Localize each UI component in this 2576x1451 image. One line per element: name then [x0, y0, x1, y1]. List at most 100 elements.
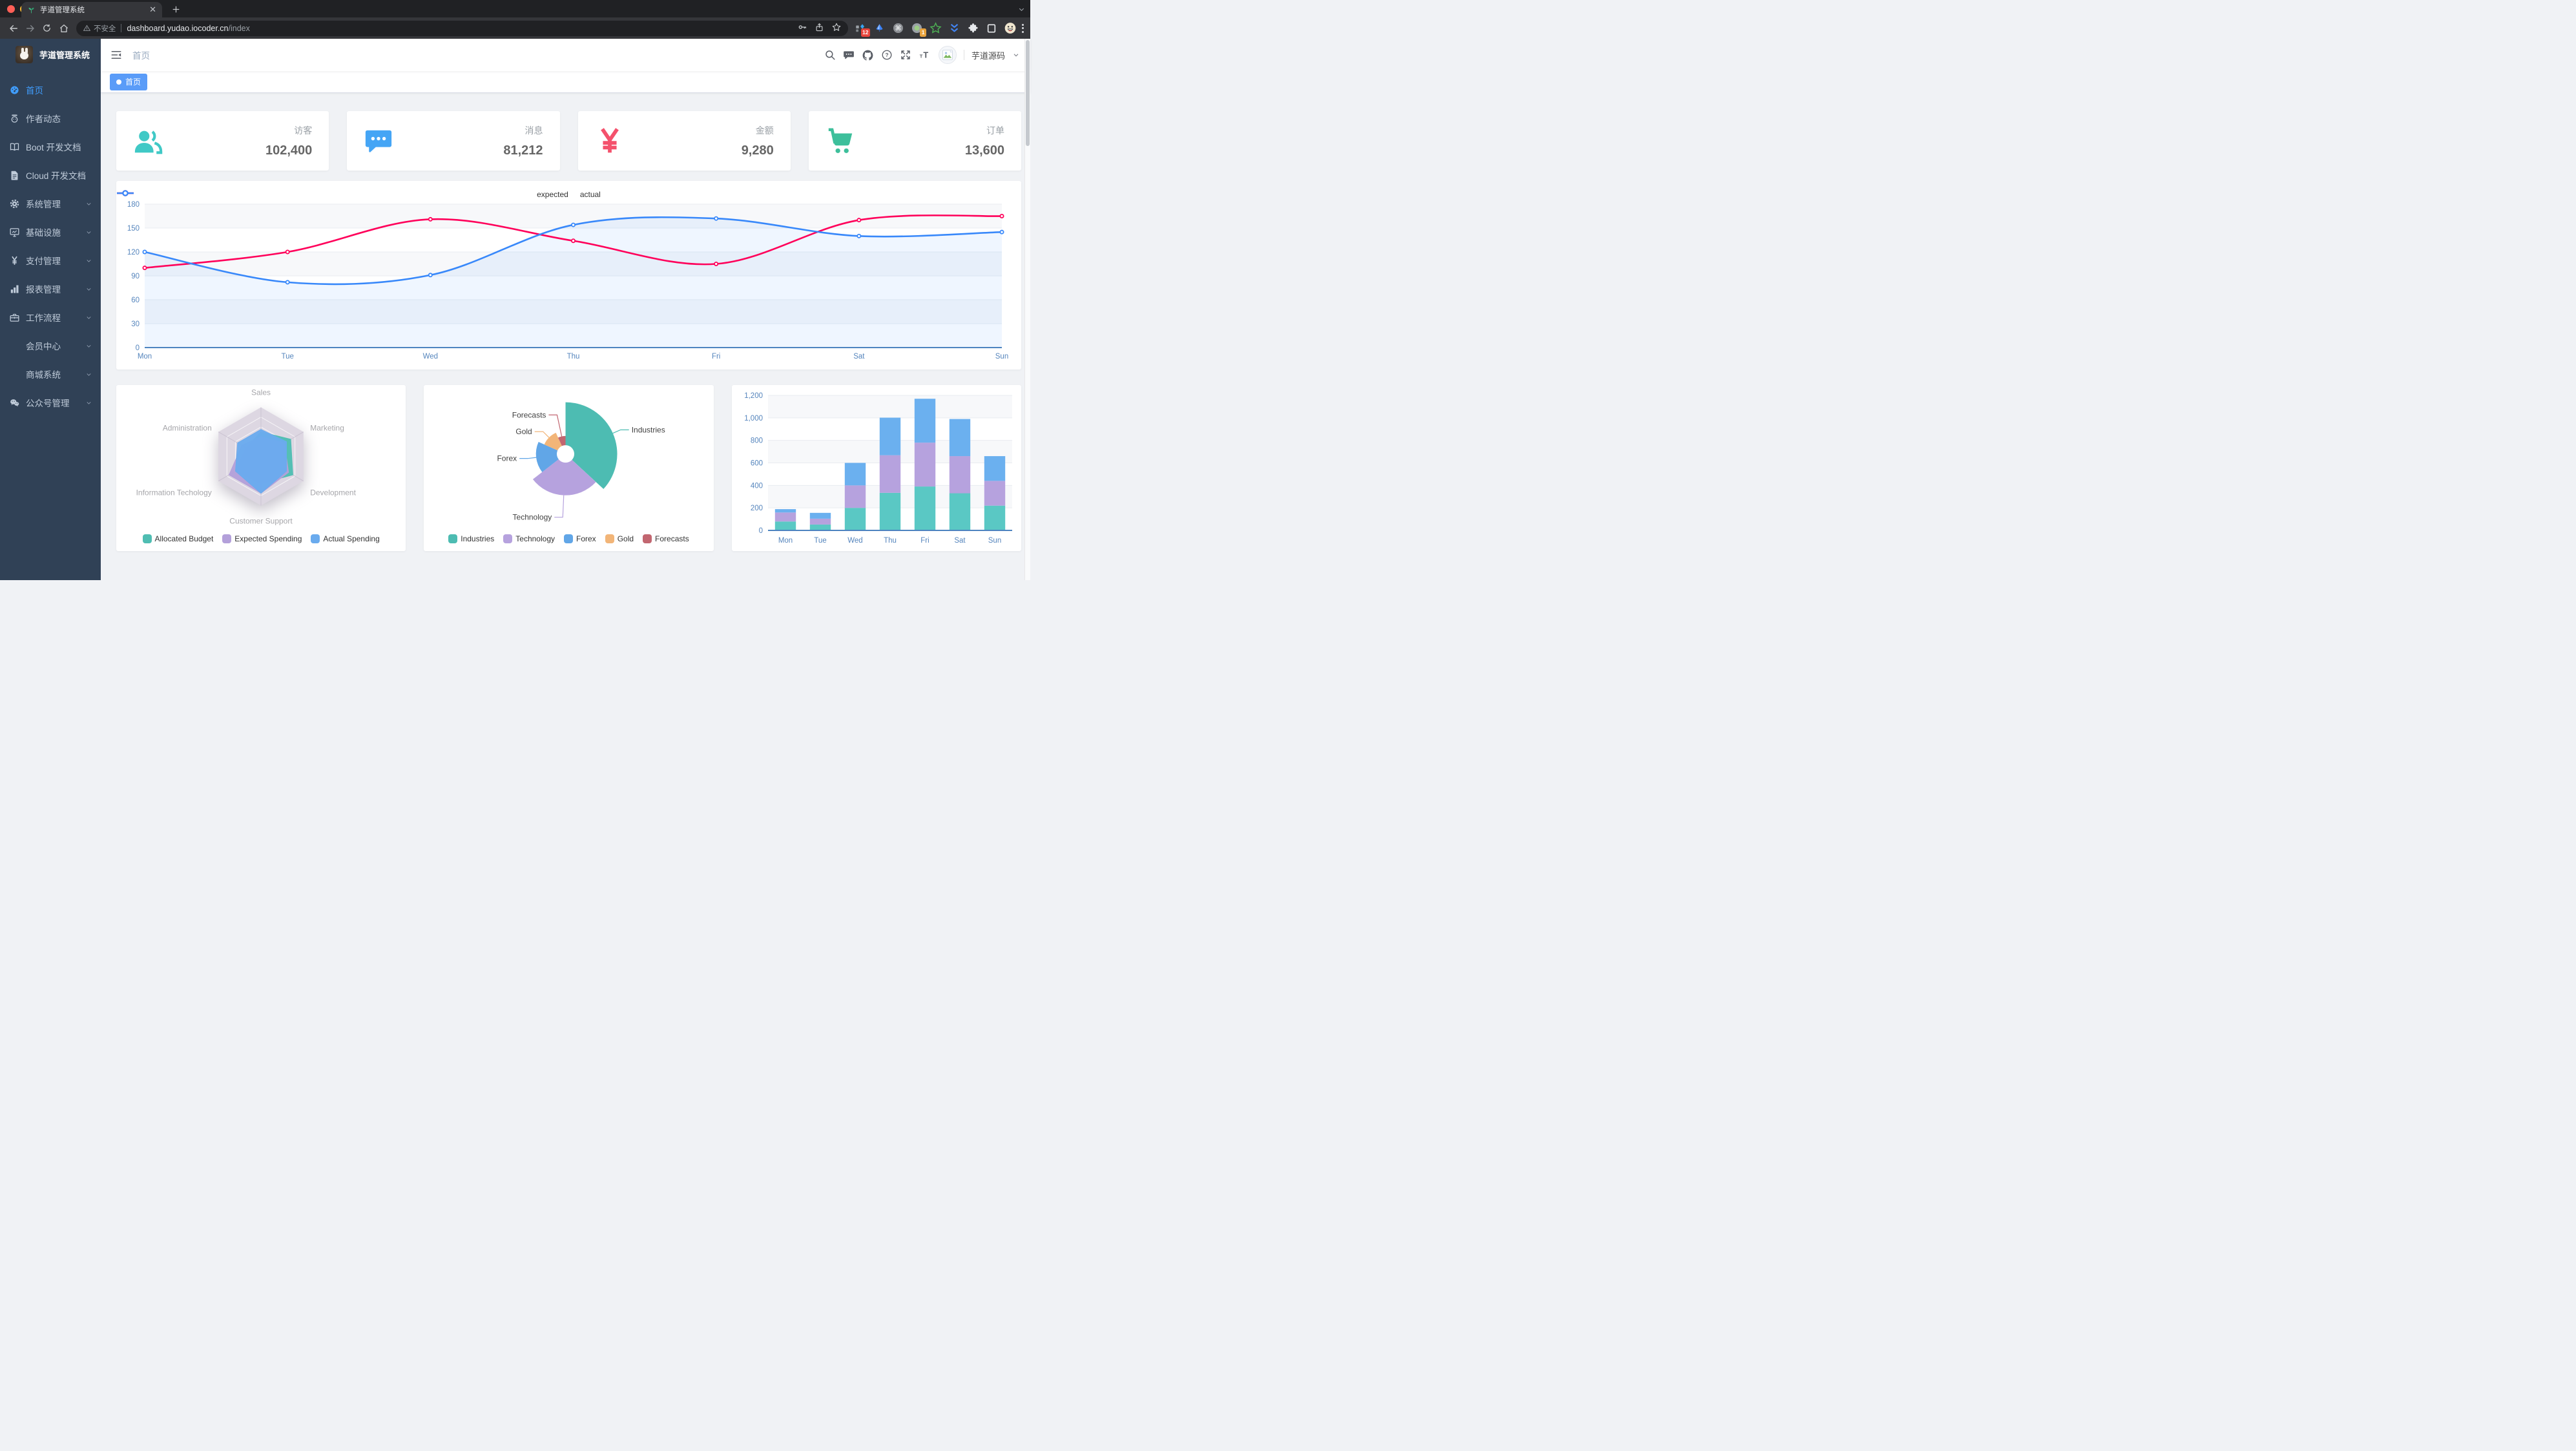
sidebar-item--[interactable]: 公众号管理	[0, 388, 101, 417]
browser-tab[interactable]: 芋道管理系统 ✕	[21, 2, 162, 17]
monitor-icon	[9, 227, 20, 238]
profile-avatar[interactable]	[1004, 22, 1017, 35]
browser-menu-icon[interactable]	[1022, 23, 1024, 33]
bottom-charts-row: Sales Administration Information Techology…	[116, 385, 1021, 551]
fullscreen-icon[interactable]	[900, 49, 911, 61]
bookmark-star-icon[interactable]	[831, 22, 842, 34]
svg-text:800: 800	[750, 437, 762, 445]
chevron-down-icon	[85, 342, 93, 350]
sidebar-item--[interactable]: 首页	[0, 76, 101, 104]
side-panel-icon[interactable]	[985, 22, 998, 35]
page-scrollbar[interactable]	[1024, 39, 1030, 580]
legend-forex[interactable]: Forex	[564, 534, 596, 543]
legend-expected[interactable]: expected	[117, 190, 568, 199]
barchart-icon	[9, 284, 20, 295]
sidebar-item-boot-[interactable]: Boot 开发文档	[0, 132, 101, 161]
legend-expected-spending[interactable]: Expected Spending	[222, 534, 302, 543]
sidebar-logo[interactable]: 芋道管理系统	[0, 39, 101, 70]
money-icon	[595, 126, 625, 156]
sidebar-item--[interactable]: 商城系统	[0, 360, 101, 388]
message-icon[interactable]	[843, 49, 855, 61]
svg-text:120: 120	[127, 249, 140, 256]
sidebar-item-label: 支付管理	[26, 256, 61, 266]
forward-icon[interactable]	[22, 20, 39, 37]
svg-text:?: ?	[885, 52, 888, 58]
svg-text:Development: Development	[310, 488, 356, 497]
svg-text:Sun: Sun	[988, 537, 1001, 545]
legend-actual[interactable]: actual	[117, 190, 601, 199]
stat-value: 81,212	[503, 143, 543, 158]
tab-strip: 芋道管理系统 ✕	[0, 0, 1030, 17]
sidebar: 芋道管理系统 首页作者动态 Boot 开发文档 Cloud 开发文档 系统管理 基础设施…	[0, 39, 101, 580]
sidebar-item-label: 首页	[26, 86, 43, 96]
legend-actual-spending[interactable]: Actual Spending	[311, 534, 380, 543]
sidebar-item--[interactable]: 支付管理	[0, 246, 101, 275]
tab-close-icon[interactable]: ✕	[149, 5, 156, 14]
sidebar-item-label: 公众号管理	[26, 399, 70, 408]
username-label[interactable]: 芋道源码	[971, 50, 1005, 61]
book-icon	[9, 141, 20, 152]
stat-text: 访客 102,400	[265, 124, 312, 158]
key-icon[interactable]	[797, 22, 807, 34]
balloon-extension-icon[interactable]	[873, 22, 886, 35]
stat-card--[interactable]: 订单 13,600	[808, 111, 1021, 171]
sidebar-toggle-icon[interactable]	[110, 49, 122, 61]
breadcrumb[interactable]: 首页	[132, 51, 150, 61]
line-chart-svg: 0 30 60 90 120 150 180 Mon Tue Wed Thu Fri Sat Sun	[127, 201, 1008, 360]
chevron-down-icon[interactable]	[1012, 51, 1020, 59]
sidebar-item--[interactable]: 基础设施	[0, 218, 101, 246]
svg-text:Forex: Forex	[497, 454, 517, 463]
extensions-puzzle-icon[interactable]	[966, 22, 979, 35]
sidebar-item-cloud-[interactable]: Cloud 开发文档	[0, 161, 101, 189]
legend-technology[interactable]: Technology	[503, 534, 555, 543]
svg-text:90: 90	[131, 273, 140, 280]
tag-home[interactable]: 首页	[110, 73, 148, 90]
address-bar[interactable]: 不安全 dashboard.yudao.iocoder.cn/index	[76, 20, 849, 36]
search-icon[interactable]	[824, 49, 836, 61]
tab-search-icon[interactable]	[1018, 5, 1025, 16]
sidebar-item-label: 工作流程	[26, 313, 61, 323]
share-icon[interactable]	[815, 23, 824, 34]
svg-text:400: 400	[750, 482, 762, 490]
new-tab-button[interactable]	[169, 3, 182, 16]
close-window-button[interactable]	[7, 5, 15, 13]
legend-gold[interactable]: Gold	[605, 534, 634, 543]
stat-card--[interactable]: 访客 102,400	[116, 111, 329, 171]
stat-label: 订单	[986, 125, 1004, 136]
stat-card--[interactable]: 消息 81,212	[347, 111, 560, 171]
stat-card--[interactable]: 金额 9,280	[577, 111, 791, 171]
proxy-extension-icon[interactable]: 1	[910, 22, 927, 37]
chevrons-extension-icon[interactable]	[948, 22, 961, 35]
adblock-extension-icon[interactable]: 12	[854, 22, 871, 37]
sidebar-item--[interactable]: 系统管理	[0, 189, 101, 218]
reload-icon[interactable]	[39, 20, 56, 37]
sidebar-item--[interactable]: 报表管理	[0, 275, 101, 303]
svg-text:30: 30	[131, 320, 140, 328]
home-icon[interactable]	[56, 20, 72, 37]
gear-icon	[9, 198, 20, 209]
svg-text:Mon: Mon	[138, 353, 152, 360]
legend-forecasts[interactable]: Forecasts	[643, 534, 689, 543]
command-extension-icon[interactable]: ⌘	[891, 22, 904, 35]
legend-allocated-budget[interactable]: Allocated Budget	[142, 534, 213, 543]
extension-badge: 1	[920, 28, 927, 37]
warning-icon	[83, 25, 91, 31]
sidebar-item--[interactable]: 工作流程	[0, 303, 101, 331]
pie-chart-svg: Industries Technology Forex Gold Forecasts	[497, 402, 665, 522]
back-icon[interactable]	[5, 20, 22, 37]
user-avatar[interactable]	[938, 46, 957, 64]
security-status[interactable]: 不安全	[83, 23, 116, 34]
url-text[interactable]: dashboard.yudao.iocoder.cn/index	[127, 23, 250, 33]
github-icon[interactable]	[862, 49, 874, 61]
svg-text:1,000: 1,000	[744, 415, 763, 423]
sidebar-item--[interactable]: 作者动态	[0, 104, 101, 132]
sidebar-item--[interactable]: 会员中心	[0, 331, 101, 360]
legend-industries[interactable]: Industries	[448, 534, 494, 543]
message-icon	[364, 126, 393, 156]
dashboard-icon	[9, 85, 20, 96]
help-icon[interactable]: ?	[881, 49, 893, 61]
svg-text:200: 200	[750, 505, 762, 512]
scrollbar-thumb[interactable]	[1026, 40, 1030, 146]
star-extension-icon[interactable]	[929, 22, 942, 35]
